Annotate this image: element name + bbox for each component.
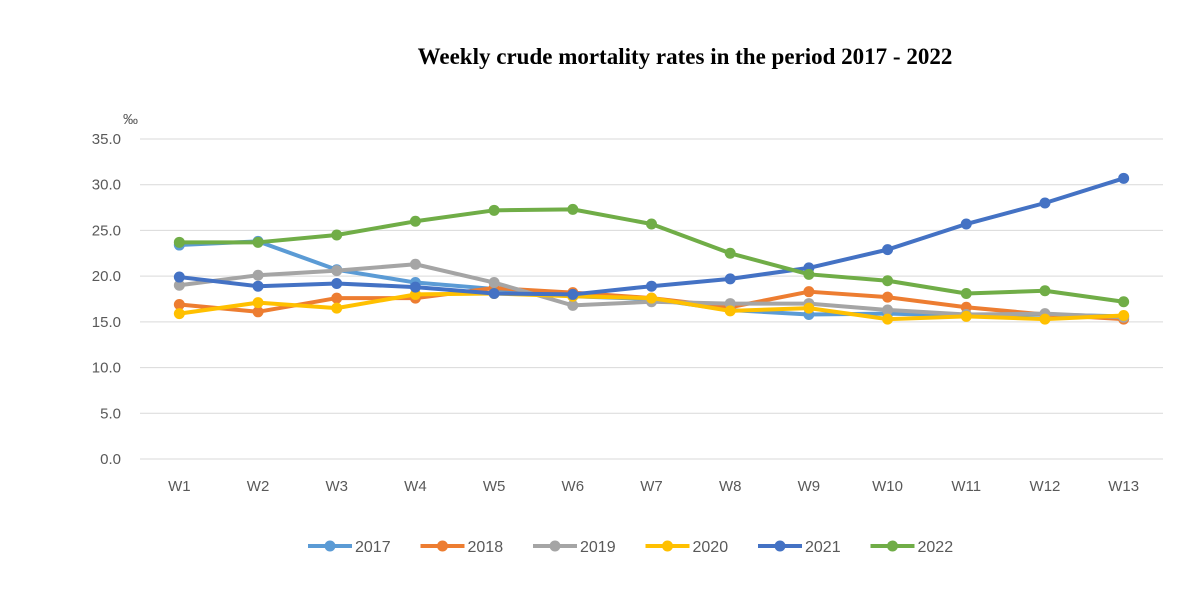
x-tick-label: W5 xyxy=(483,478,506,495)
legend: 2017 2018 2019 2020 2021 2022 xyxy=(308,539,953,556)
x-tick-label: W10 xyxy=(872,478,903,495)
x-tick-label: W9 xyxy=(798,478,821,495)
x-tick-label: W12 xyxy=(1030,478,1061,495)
legend-label: 2020 xyxy=(693,539,729,556)
data-point xyxy=(173,279,185,291)
data-point xyxy=(1118,296,1130,308)
legend-label: 2018 xyxy=(468,539,504,556)
data-point xyxy=(882,304,894,316)
legend-label: 2021 xyxy=(805,539,841,556)
legend-swatch-marker xyxy=(437,540,448,552)
x-tick-label: W1 xyxy=(168,478,191,495)
y-tick-label: 25.0 xyxy=(92,222,121,239)
data-point xyxy=(488,204,500,216)
data-point xyxy=(646,292,657,304)
y-axis-unit: ‰ xyxy=(123,111,138,128)
series-2021 xyxy=(173,172,1130,300)
data-point xyxy=(252,269,264,281)
data-point xyxy=(803,286,815,298)
data-point xyxy=(331,277,343,289)
legend-swatch-marker xyxy=(887,540,898,552)
data-point xyxy=(409,258,421,270)
data-point xyxy=(646,218,657,230)
y-axis-ticks: 0.0 5.0 10.0 15.0 20.0 25.0 30.0 35.0 xyxy=(92,131,121,468)
data-point xyxy=(331,265,343,277)
data-point xyxy=(409,281,421,293)
data-point xyxy=(331,229,343,241)
x-tick-label: W2 xyxy=(247,478,270,495)
data-point xyxy=(882,291,894,303)
x-tick-label: W4 xyxy=(404,478,427,495)
x-tick-label: W11 xyxy=(951,478,981,495)
data-point xyxy=(488,277,500,289)
x-tick-label: W13 xyxy=(1108,478,1139,495)
data-point xyxy=(252,236,264,248)
legend-label: 2017 xyxy=(355,539,391,556)
data-point xyxy=(882,313,894,325)
legend-swatch-marker xyxy=(774,540,786,552)
data-point xyxy=(488,288,500,300)
data-point xyxy=(252,297,264,309)
legend-item: 2020 xyxy=(645,539,729,556)
legend-item: 2022 xyxy=(870,539,954,556)
y-tick-label: 30.0 xyxy=(92,177,121,194)
data-point xyxy=(252,306,264,318)
legend-item: 2017 xyxy=(308,539,391,556)
legend-item: 2021 xyxy=(758,539,841,556)
data-point xyxy=(803,302,815,314)
data-point xyxy=(1039,197,1051,209)
data-point xyxy=(960,218,972,230)
data-point xyxy=(409,215,421,227)
legend-swatch-marker xyxy=(324,540,336,552)
data-point xyxy=(1118,172,1130,184)
gridlines xyxy=(140,138,1163,460)
legend-item: 2018 xyxy=(420,539,504,556)
legend-label: 2019 xyxy=(580,539,616,556)
chart-title: Weekly crude mortality rates in the peri… xyxy=(417,44,953,69)
y-tick-label: 15.0 xyxy=(92,314,121,331)
y-tick-label: 0.0 xyxy=(100,451,121,468)
legend-swatch-marker xyxy=(549,540,561,552)
x-tick-label: W7 xyxy=(640,478,663,495)
series-2022 xyxy=(173,203,1130,308)
x-tick-label: W8 xyxy=(719,478,742,495)
series xyxy=(173,172,1130,325)
data-point xyxy=(567,299,579,311)
data-point xyxy=(882,244,894,256)
data-point xyxy=(1039,285,1051,297)
y-tick-label: 20.0 xyxy=(92,268,121,285)
data-point xyxy=(173,236,185,248)
data-point xyxy=(724,305,736,317)
data-point xyxy=(173,271,185,283)
data-point xyxy=(646,280,657,292)
x-tick-label: W3 xyxy=(325,478,348,495)
x-tick-label: W6 xyxy=(562,478,585,495)
data-point xyxy=(173,308,185,320)
legend-label: 2022 xyxy=(918,539,954,556)
y-tick-label: 10.0 xyxy=(92,360,121,377)
data-point xyxy=(567,203,579,215)
legend-swatch-marker xyxy=(662,540,673,552)
data-point xyxy=(173,298,185,310)
legend-item: 2019 xyxy=(533,539,616,556)
data-point xyxy=(1039,313,1051,325)
data-point xyxy=(331,302,343,314)
data-point xyxy=(960,288,972,300)
x-axis-ticks: W1 W2 W3 W4 W5 W6 W7 W8 W9 W10 W11 W12 W13 xyxy=(168,478,1139,495)
y-tick-label: 35.0 xyxy=(92,131,121,148)
data-point xyxy=(960,310,972,322)
data-point xyxy=(331,292,343,304)
data-point xyxy=(1118,309,1130,321)
data-point xyxy=(252,280,264,292)
y-tick-label: 5.0 xyxy=(100,405,121,422)
data-point xyxy=(882,275,894,287)
data-point xyxy=(567,288,579,300)
data-point xyxy=(803,268,815,280)
data-point xyxy=(724,273,736,285)
data-point xyxy=(724,247,736,259)
